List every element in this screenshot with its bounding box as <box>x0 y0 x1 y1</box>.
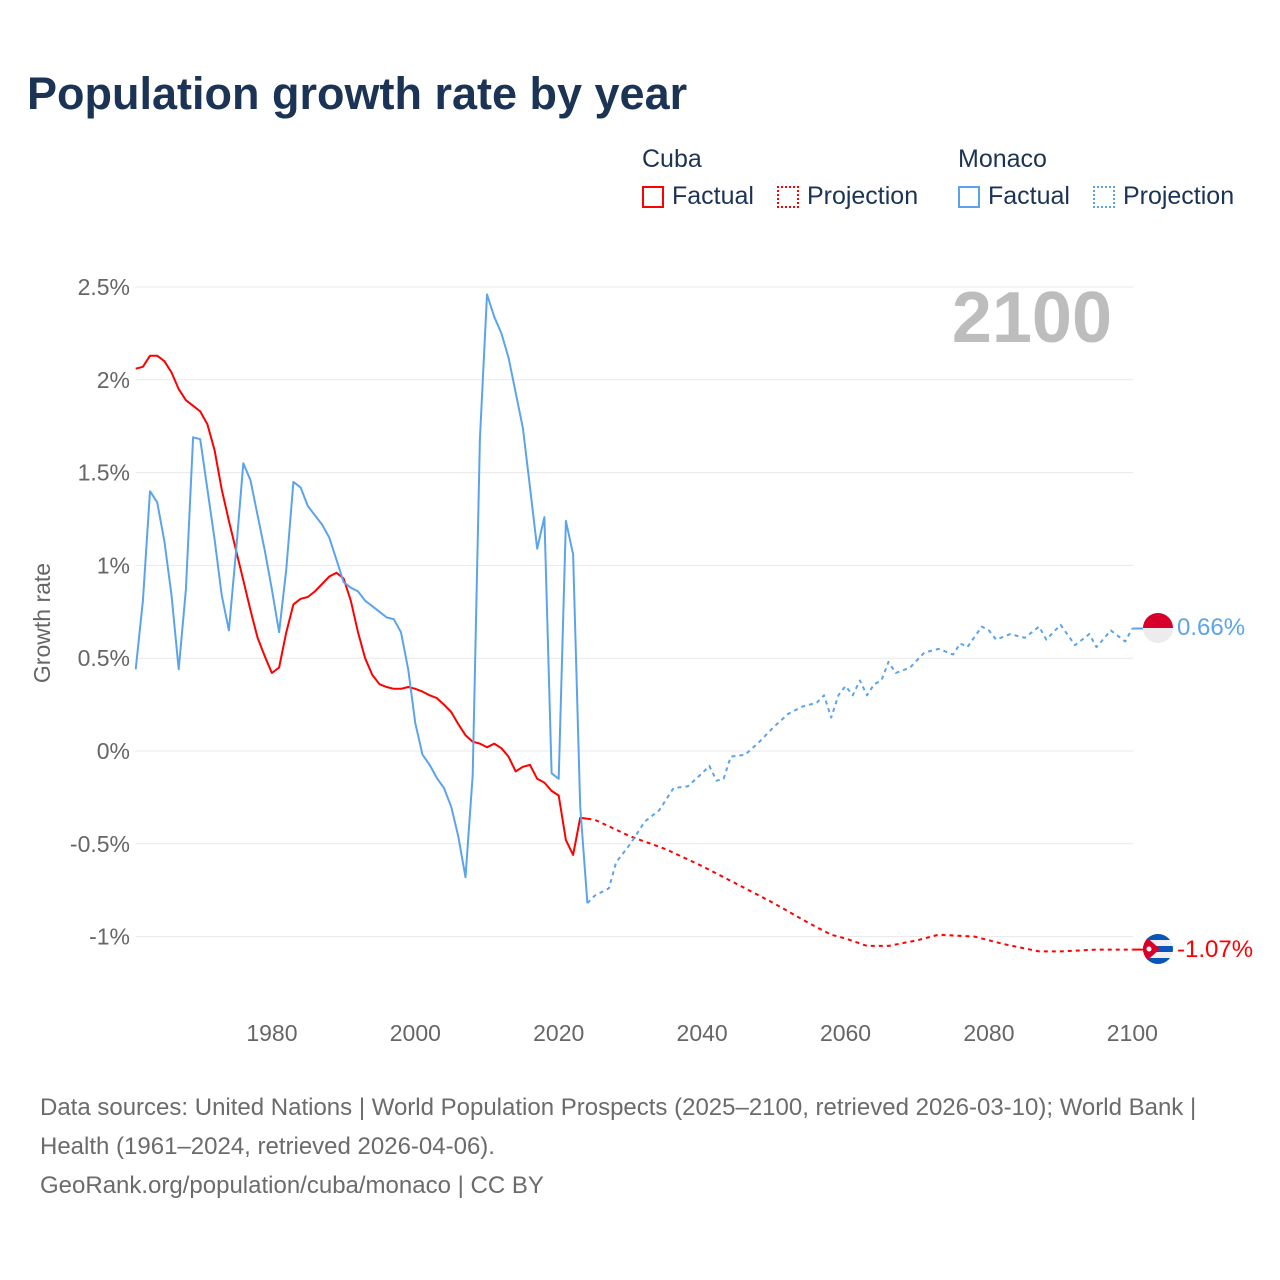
legend-label: Projection <box>806 182 919 210</box>
legend-monaco-factual[interactable]: Factual <box>958 182 1070 211</box>
x-tick-label: 2000 <box>390 1020 441 1046</box>
legend-cuba: Cuba Factual Projection <box>642 145 934 215</box>
sources-footer: Data sources: United Nations | World Pop… <box>40 1088 1240 1205</box>
dotted-swatch-icon <box>1092 185 1115 208</box>
y-tick-label: 2.5% <box>78 274 130 300</box>
monaco-projection-line <box>586 623 1134 904</box>
year-overlay: 2100 <box>952 278 1112 358</box>
solid-swatch-icon <box>642 185 664 208</box>
legend-cuba-factual[interactable]: Factual <box>642 182 754 211</box>
y-tick-label: 1% <box>97 552 130 578</box>
y-tick-label: -1% <box>89 924 130 950</box>
cuba-factual-line <box>135 354 588 856</box>
legend-monaco: Monaco Factual Projection <box>958 145 1234 215</box>
legend-label: Factual <box>672 182 754 210</box>
legend-country-label: Cuba <box>642 145 702 173</box>
line-chart: 2.5% 2% 1.5% 1% 0.5% 0% -0.5% -1% 1980 2000 2020 20… <box>29 274 1253 1046</box>
attribution-link[interactable]: GeoRank.org/population/cuba/monaco | CC … <box>40 1172 544 1199</box>
x-tick-label: 2040 <box>677 1020 728 1046</box>
x-tick-label: 2100 <box>1107 1020 1158 1046</box>
monaco-factual-line <box>134 293 589 904</box>
x-tick-label: 2080 <box>963 1020 1014 1046</box>
legend-cuba-projection[interactable]: Projection <box>776 182 919 211</box>
y-tick-label: 0.5% <box>78 645 130 671</box>
solid-swatch-icon <box>958 185 980 208</box>
cuba-projection-line <box>587 817 1133 953</box>
data-sources-text: Data sources: United Nations | World Pop… <box>40 1094 1197 1160</box>
legend-country-label: Monaco <box>958 145 1047 173</box>
cuba-end-value: -1.07% <box>1177 936 1253 963</box>
legend-label: Projection <box>1122 182 1235 210</box>
x-tick-label: 1980 <box>246 1020 297 1046</box>
chart-title: Population growth rate by year <box>27 68 688 119</box>
cuba-flag-icon <box>1143 934 1173 964</box>
dotted-swatch-icon <box>776 185 799 208</box>
x-tick-label: 2060 <box>820 1020 871 1046</box>
y-tick-label: 2% <box>97 367 130 393</box>
legend-monaco-projection[interactable]: Projection <box>1092 182 1235 211</box>
y-tick-label: 0% <box>97 738 130 764</box>
monaco-end-value: 0.66% <box>1177 614 1245 641</box>
x-tick-label: 2020 <box>533 1020 584 1046</box>
legend-label: Factual <box>988 182 1070 210</box>
monaco-flag-icon <box>1143 613 1173 643</box>
y-tick-label: 1.5% <box>78 460 130 486</box>
y-tick-label: -0.5% <box>70 831 130 857</box>
y-axis-label: Growth rate <box>29 563 55 683</box>
